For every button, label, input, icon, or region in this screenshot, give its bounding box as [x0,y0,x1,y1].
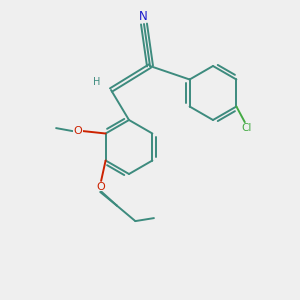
Text: H: H [93,76,100,87]
Bar [73,126,82,135]
Bar [92,77,101,86]
Text: Cl: Cl [242,123,252,133]
Text: N: N [138,10,147,23]
Bar [96,182,105,191]
Text: O: O [73,125,82,136]
Bar [239,123,255,133]
Bar [138,12,148,21]
Text: O: O [96,182,105,192]
